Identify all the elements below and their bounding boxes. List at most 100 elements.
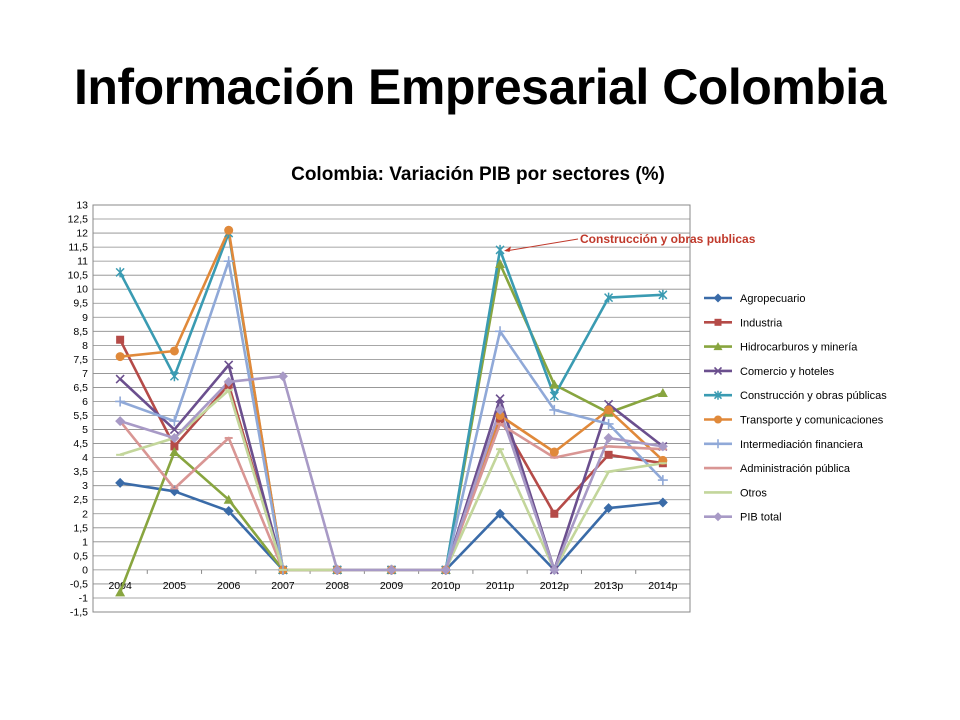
y-tick-label: 10,5 [68,270,89,282]
legend-marker [713,439,723,449]
data-point [495,394,505,404]
data-point [495,404,506,415]
data-point [657,475,668,486]
x-axis-ticks: 2004 2005 2006 2007 2008 2009 2010p 2011p 2012p 2… [92,569,678,592]
y-tick-label: 12,5 [68,214,89,226]
data-point [386,564,397,575]
y-tick-label: 2,5 [73,494,88,506]
y-tick-label: -0,5 [70,578,88,590]
legend-marker [713,512,723,522]
y-tick-label: 13 [76,200,88,212]
legend-label: Administración pública [740,463,851,475]
data-point [169,416,180,427]
y-tick-label: 1 [82,536,88,548]
y-tick-label: 11 [77,256,88,268]
x-tick-label: 2007 [271,580,295,592]
y-tick-label: 2 [82,508,88,520]
x-tick-label: 2013p [594,580,623,592]
data-point [549,379,560,389]
x-tick-label: 2004 [108,580,132,592]
y-tick-label: -1 [79,592,88,604]
series-line [119,481,664,572]
x-tick-label: 2014p [648,580,677,592]
data-point [549,390,559,401]
legend: Agropecuario Industria Hidrocarburos y min… [704,293,887,524]
y-tick-label: 4,5 [73,438,88,450]
y-tick-label: 6 [82,396,88,408]
series-lines [118,229,664,593]
data-point [169,371,179,382]
data-point [223,376,234,387]
series-line [118,262,664,593]
y-tick-label: 1,5 [73,522,88,534]
data-point [115,416,126,427]
data-point [115,396,126,407]
x-tick-label: 2009 [380,580,404,592]
data-point [224,360,234,370]
data-point [224,225,234,235]
data-point [223,505,234,516]
legend-marker [713,390,723,400]
data-point [495,508,506,519]
data-point [495,326,506,337]
data-point [169,432,180,443]
legend-label: Agropecuario [740,293,805,305]
y-tick-label: 10 [76,284,88,296]
data-point [604,450,613,459]
data-point [169,447,180,457]
slide-title: Información Empresarial Colombia [74,59,886,115]
x-tick-label: 2006 [217,580,241,592]
annotation-label: Construcción y obras publicas [580,232,756,246]
data-point [603,432,614,443]
y-tick-label: 8,5 [73,326,88,338]
data-point [549,564,560,575]
legend-label: Intermediación financiera [740,439,864,451]
data-point [440,564,451,575]
series-markers [115,225,668,597]
legend-marker [714,415,722,424]
data-point [657,441,668,452]
data-point [603,503,614,514]
legend-label: Construcción y obras públicas [740,390,887,402]
legend-marker [713,366,723,375]
y-tick-label: 11,5 [68,242,88,254]
y-tick-label: 0,5 [73,550,88,562]
annotations: Construcción y obras publicas [504,232,756,252]
y-tick-label: 5,5 [73,410,88,422]
legend-marker [714,318,722,326]
y-tick-label: 9 [82,312,88,324]
data-point [604,292,614,303]
x-tick-label: 2011p [486,580,515,592]
y-tick-label: 9,5 [73,298,88,310]
data-point [658,289,668,300]
y-axis-ticks: -1,5-1-0,500,511,522,533,544,555,566,577… [68,200,89,619]
data-point [115,267,125,278]
data-point [115,352,125,362]
annotation-arrowhead [504,246,512,252]
data-point [657,497,668,508]
y-tick-label: 6,5 [73,382,88,394]
legend-label: Otros [740,487,767,499]
data-point [223,256,234,267]
data-point [115,374,125,384]
legend-label: Comercio y hoteles [740,366,835,378]
y-tick-label: 7 [82,368,88,380]
data-point [223,494,234,504]
data-point [332,564,343,575]
y-tick-label: 3,5 [73,466,88,478]
data-point [550,509,559,518]
data-point [495,258,506,268]
legend-label: Hidrocarburos y minería [740,342,858,354]
data-point [169,424,179,435]
x-tick-label: 2010p [431,580,460,592]
x-tick-label: 2008 [326,580,350,592]
annotation-arrow [505,238,579,252]
data-point [604,405,614,415]
data-point [549,404,560,415]
y-tick-label: 12 [76,228,88,240]
x-tick-label: 2005 [163,580,187,592]
legend-label: Transporte y comunicaciones [740,415,884,427]
series-line [118,339,664,572]
legend-marker [713,293,723,303]
y-tick-label: 8 [82,340,88,352]
